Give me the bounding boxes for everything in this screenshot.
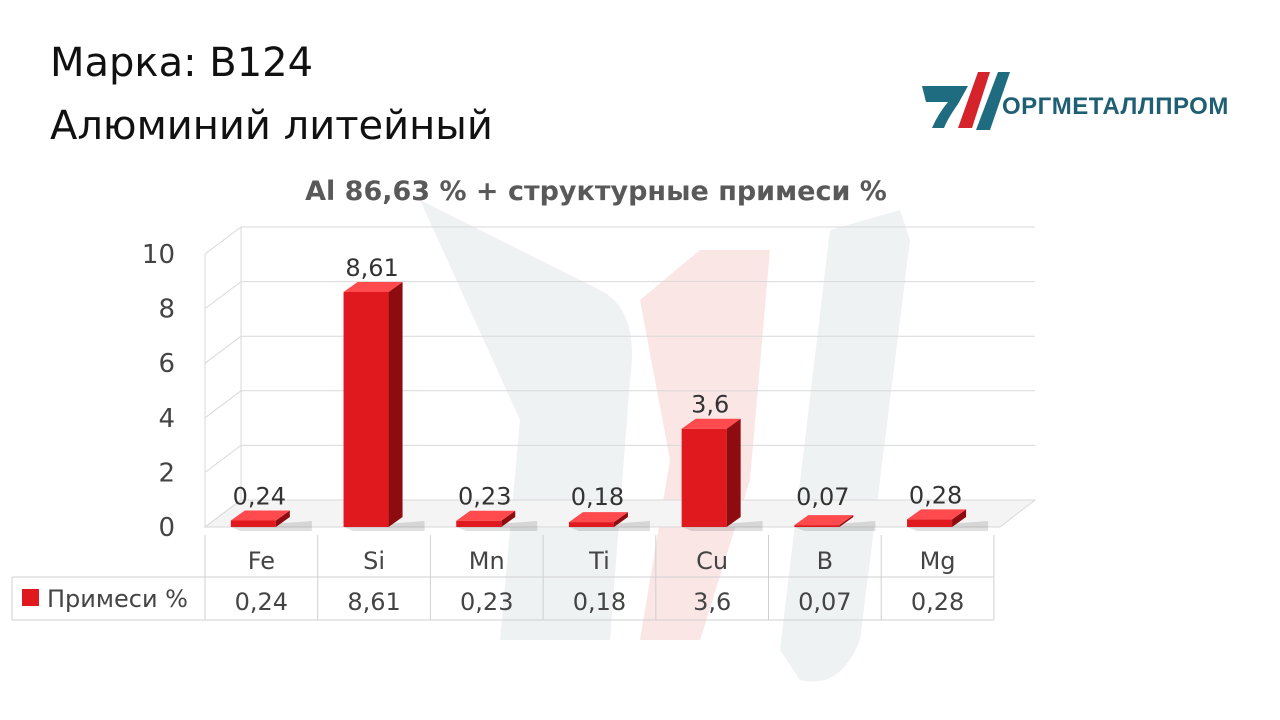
gridline-side <box>204 499 242 528</box>
bar-front <box>794 525 840 527</box>
bar-side <box>839 515 854 527</box>
bar-front <box>681 428 727 527</box>
data-label: 0,24 <box>233 482 286 510</box>
chart-title: Al 86,63 % + структурные примеси % <box>305 176 887 207</box>
bar-front <box>568 522 614 527</box>
table-value: 0,18 <box>573 588 626 616</box>
company-logo-icon <box>922 72 1010 130</box>
bar-top <box>681 418 741 429</box>
bars <box>230 281 989 531</box>
y-tick-label: 6 <box>158 349 175 379</box>
data-table: Fe 0,24 Si 8,61 Mn 0,23 Ti 0,18 Cu 3,6 B 0,07 Mg 0,28… <box>11 535 995 621</box>
data-label: 3,6 <box>691 391 729 419</box>
bar-mn <box>456 510 538 531</box>
bar-fe <box>230 510 312 531</box>
y-tick-label: 0 <box>158 513 175 543</box>
bar-front <box>456 520 502 527</box>
category-label: Si <box>363 547 385 575</box>
data-label: 8,61 <box>345 254 398 282</box>
bar-top <box>343 281 403 292</box>
table-value: 0,28 <box>911 588 964 616</box>
bar-front <box>343 291 389 527</box>
table-value: 0,23 <box>460 588 513 616</box>
bar-side <box>501 510 516 527</box>
bar-side <box>952 509 967 527</box>
category-label: Mn <box>469 547 505 575</box>
legend-swatch <box>22 589 39 606</box>
bar-front <box>907 519 953 527</box>
category-label: Ti <box>588 547 610 575</box>
bar-si <box>343 281 425 531</box>
bar-side <box>275 510 290 527</box>
bar-top <box>230 510 290 521</box>
y-tick-label: 4 <box>158 404 175 434</box>
data-label: 0,07 <box>796 483 849 511</box>
table-value: 0,07 <box>798 588 851 616</box>
data-label: 0,23 <box>458 483 511 511</box>
y-tick-label: 10 <box>142 240 175 270</box>
table-value: 0,24 <box>235 588 288 616</box>
bar-mg <box>907 509 989 531</box>
bar-ti <box>568 512 650 531</box>
category-label: B <box>817 547 833 575</box>
bar-top <box>794 515 854 526</box>
table-value: 8,61 <box>347 588 400 616</box>
y-tick-label: 8 <box>158 295 175 325</box>
bar-top <box>456 510 516 521</box>
company-logo: ОРГМЕТАЛЛПРОМ <box>922 72 1229 130</box>
category-label: Mg <box>920 547 956 575</box>
gridline-side <box>204 281 242 310</box>
gridline-side <box>204 335 242 364</box>
bar-top <box>907 509 967 520</box>
page-title-material: Алюминий литейный <box>50 103 493 149</box>
category-label: Fe <box>248 547 275 575</box>
page-title-grade: Марка: В124 <box>50 40 314 86</box>
company-logo-text: ОРГМЕТАЛЛПРОМ <box>1002 93 1229 120</box>
gridline-side <box>204 444 242 473</box>
category-label: Cu <box>696 547 728 575</box>
bar-side <box>388 281 403 527</box>
data-labels: 0,24 8,61 0,23 0,18 3,6 0,07 0,28 <box>233 254 963 511</box>
bar-front <box>230 520 276 527</box>
bar-side <box>613 512 628 527</box>
bar-b <box>794 515 876 531</box>
y-tick-label: 2 <box>158 458 175 488</box>
gridline-side <box>204 390 242 419</box>
data-label: 0,28 <box>909 481 962 509</box>
bar-side <box>726 418 741 527</box>
gridline-side <box>204 226 242 255</box>
data-label: 0,18 <box>571 483 624 511</box>
table-value: 3,6 <box>693 588 731 616</box>
y-axis: 0 2 4 6 8 10 <box>142 240 175 543</box>
bar-cu <box>681 418 763 531</box>
bar-top <box>568 512 628 523</box>
legend-series-name: Примеси % <box>47 585 188 613</box>
